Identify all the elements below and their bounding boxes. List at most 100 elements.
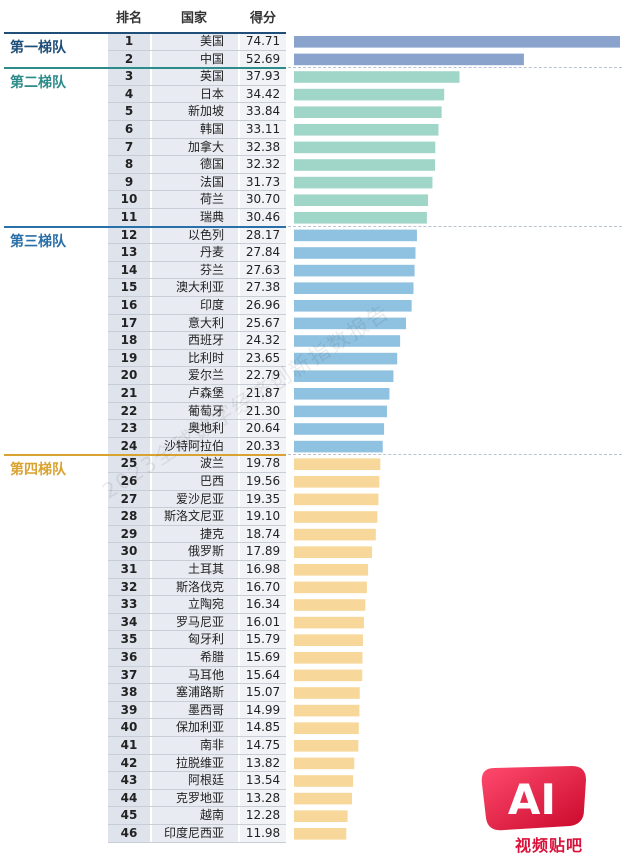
score-cell: 19.56 — [245, 474, 281, 488]
rank-cell: 34 — [120, 614, 138, 629]
score-cell: 32.32 — [245, 157, 281, 172]
country-cell: 捷克 — [199, 526, 224, 541]
score-cell: 16.70 — [245, 579, 281, 594]
score-cell: 24.32 — [245, 333, 281, 348]
country-cell: 沙特阿拉伯 — [163, 438, 224, 453]
rank-cell: 21 — [120, 386, 138, 400]
score-cell: 13.54 — [245, 773, 281, 788]
country-cell: 奥地利 — [187, 421, 224, 436]
score-bar — [294, 264, 415, 277]
country-cell: 印度 — [199, 298, 224, 312]
rank-cell: 11 — [120, 210, 138, 224]
rank-cell: 41 — [120, 738, 138, 752]
rank-cell: 13 — [120, 245, 138, 260]
score-cell: 19.10 — [245, 509, 281, 524]
score-cell: 52.69 — [245, 51, 281, 66]
country-cell: 拉脱维亚 — [175, 755, 224, 770]
score-bar — [294, 828, 347, 840]
rank-cell: 8 — [124, 157, 134, 172]
score-cell: 21.30 — [245, 403, 281, 418]
score-bar — [294, 335, 401, 347]
score-cell: 12.28 — [245, 808, 281, 823]
tier-label: 第一梯队 — [10, 40, 66, 56]
row-divider — [108, 612, 286, 614]
score-cell: 15.64 — [245, 667, 281, 682]
tier-dashed-divider — [288, 225, 622, 227]
country-cell: 韩国 — [199, 122, 224, 136]
country-cell: 墨西哥 — [187, 702, 224, 717]
country-cell: 德国 — [199, 157, 224, 172]
score-cell: 14.99 — [245, 702, 281, 717]
rank-cell: 16 — [120, 298, 138, 312]
rank-header: 排名 — [115, 11, 142, 26]
row-divider — [108, 49, 286, 51]
score-bar — [294, 440, 383, 453]
country-cell: 俄罗斯 — [187, 544, 224, 559]
rank-cell: 14 — [120, 262, 138, 277]
country-cell: 丹麦 — [199, 245, 224, 260]
score-cell: 27.84 — [245, 245, 281, 260]
score-cell: 21.87 — [245, 386, 281, 400]
row-divider — [108, 648, 286, 649]
score-bar — [294, 282, 414, 294]
score-cell: 26.96 — [245, 298, 281, 312]
score-bar — [294, 775, 354, 787]
rank-cell: 12 — [120, 227, 138, 242]
rank-cell: 29 — [120, 526, 138, 541]
score-bar — [294, 810, 348, 822]
score-bar — [294, 124, 439, 136]
country-cell: 马耳他 — [187, 667, 224, 682]
row-divider — [108, 524, 286, 526]
rank-cell: 32 — [120, 579, 138, 594]
score-bar — [294, 792, 352, 805]
country-cell: 阿根廷 — [187, 773, 224, 788]
country-cell: 比利时 — [187, 350, 224, 365]
score-cell: 14.85 — [245, 720, 281, 735]
row-divider — [108, 84, 286, 86]
tier-divider — [4, 67, 286, 70]
rank-cell: 42 — [120, 755, 138, 770]
score-cell: 74.71 — [245, 34, 281, 48]
row-divider — [108, 419, 286, 421]
rank-cell: 9 — [124, 174, 134, 189]
score-bar — [294, 546, 373, 558]
score-bar — [294, 106, 442, 118]
rank-cell: 36 — [120, 650, 138, 664]
row-divider — [108, 718, 286, 720]
country-cell: 卢森堡 — [187, 386, 224, 400]
row-divider — [108, 296, 286, 297]
score-bar — [294, 352, 398, 365]
ai-logo-icon: AI — [481, 766, 586, 831]
score-cell: 20.64 — [245, 421, 281, 436]
score-bar — [294, 53, 524, 66]
row-divider — [108, 577, 286, 579]
row-divider — [108, 243, 286, 245]
row-divider — [108, 665, 286, 667]
country-cell: 以色列 — [187, 227, 224, 242]
score-bar — [294, 616, 364, 629]
row-divider — [108, 348, 286, 350]
tier-dashed-divider — [288, 67, 622, 69]
score-bar — [294, 88, 445, 101]
country-cell: 土耳其 — [187, 562, 224, 576]
row-divider — [108, 384, 286, 385]
row-divider — [108, 472, 286, 473]
row-divider — [108, 155, 286, 157]
score-bar — [294, 300, 412, 312]
rank-cell: 23 — [120, 421, 138, 436]
row-divider — [108, 736, 286, 737]
country-cell: 瑞典 — [199, 210, 224, 224]
row-divider — [108, 172, 286, 174]
score-bar — [294, 317, 407, 330]
score-cell: 27.38 — [245, 280, 281, 295]
score-bar — [294, 528, 376, 541]
row-divider — [108, 683, 286, 685]
score-bar — [294, 564, 369, 576]
country-cell: 中国 — [199, 51, 224, 66]
score-cell: 25.67 — [245, 315, 281, 330]
country-cell: 新加坡 — [187, 104, 224, 119]
row-divider — [108, 208, 286, 209]
rank-cell: 10 — [120, 192, 138, 207]
row-divider — [108, 595, 286, 597]
